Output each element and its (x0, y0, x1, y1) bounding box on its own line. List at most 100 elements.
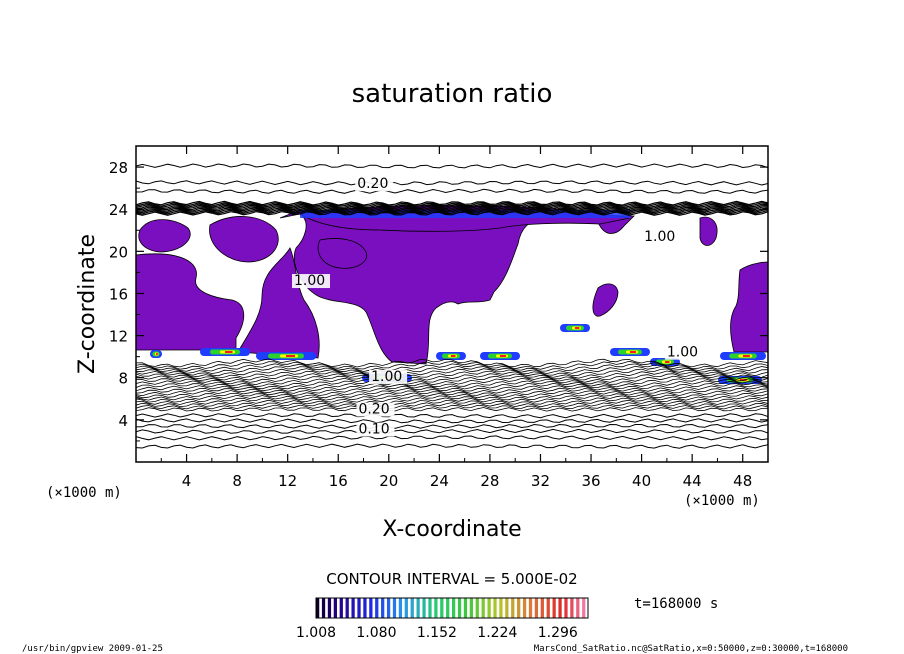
colorbar-swatch (416, 598, 420, 618)
contour-label-bg (356, 402, 395, 417)
contour-line (136, 205, 768, 211)
colorbar-swatch (534, 598, 539, 618)
contour-line (136, 188, 768, 194)
high-saturation-core (630, 351, 636, 353)
contour-line (136, 385, 768, 392)
x-tick-label: 12 (278, 472, 297, 490)
contour-label-bg (292, 274, 330, 289)
time-label: t=168000 s (634, 596, 718, 612)
colorbar-swatch (487, 598, 491, 618)
cloud-region (730, 261, 768, 353)
colorbar-swatch (339, 598, 343, 618)
colorbar-swatch (552, 598, 556, 618)
colorbar-label: 1.008 (296, 625, 336, 641)
contour-line (136, 435, 768, 441)
contour-label: 1.00 (371, 369, 402, 385)
y-axis-label: Z-coordinate (75, 234, 100, 374)
contour-label: 1.00 (644, 229, 675, 245)
contour-line (136, 397, 768, 403)
colorbar-label: 1.296 (538, 625, 578, 641)
colorbar-label: 1.080 (356, 625, 396, 641)
contour-line (136, 377, 768, 386)
contour-label-bg (664, 345, 703, 360)
colorbar-swatch (404, 598, 408, 618)
colorbar (316, 598, 586, 618)
contour-line (136, 204, 768, 210)
contour-label: 1.00 (667, 345, 698, 361)
colorbar-swatch (422, 598, 426, 618)
x-tick-label: 36 (581, 472, 600, 490)
colorbar-swatch (434, 598, 438, 618)
contour-line (136, 365, 768, 375)
contour-line (136, 399, 768, 405)
contour-line (136, 370, 768, 379)
x-axis-label: X-coordinate (382, 517, 521, 542)
contour-line (136, 363, 768, 372)
colorbar-swatch (457, 598, 462, 618)
colorbar-swatch (381, 598, 385, 618)
contour-line (136, 413, 768, 419)
colorbar-swatch (327, 598, 332, 618)
colorbar-swatch (469, 598, 473, 618)
contour-label-bg (355, 177, 394, 192)
y-tick-label: 24 (109, 201, 128, 219)
colorbar-swatch (369, 598, 373, 618)
colorbar-swatch (540, 598, 544, 618)
contour-line (136, 209, 768, 215)
x-tick-label: 48 (733, 472, 752, 490)
high-saturation-core (500, 355, 506, 357)
colorbar-swatch (316, 598, 320, 618)
high-saturation-core (286, 355, 295, 357)
contour-line (136, 382, 768, 390)
colorbar-swatch (386, 598, 391, 618)
contour-line (136, 208, 768, 214)
contour-line (136, 210, 768, 216)
y-tick-label: 20 (109, 243, 128, 261)
x-tick-label: 4 (182, 472, 192, 490)
contour-lines (136, 163, 768, 449)
contour-label-bg (369, 369, 408, 384)
footer-right: MarsCond_SatRatio.nc@SatRatio,x=0:50000,… (534, 644, 848, 654)
cloud-region (138, 219, 191, 253)
cloud-region (136, 253, 245, 351)
colorbar-swatch (321, 598, 326, 618)
colorbar-swatch (363, 598, 367, 618)
contour-line (136, 443, 768, 449)
contour-label: 0.10 (358, 422, 389, 438)
colorbar-swatch (475, 598, 479, 618)
contour-line (136, 200, 768, 206)
colorbar-swatch (570, 598, 574, 618)
contour-line (136, 358, 768, 368)
colorbar-swatch (546, 598, 550, 618)
contour-line (136, 360, 768, 370)
colorbar-swatch (428, 598, 432, 618)
colorbar-swatch (499, 598, 503, 618)
colorbar-swatch (351, 598, 355, 618)
cloud-region (699, 216, 718, 246)
contour-line (136, 428, 768, 434)
contour-line (136, 392, 768, 399)
cloud-region (209, 216, 279, 263)
colorbar-frame (315, 597, 589, 619)
colorbar-swatch (333, 598, 337, 618)
x-axis-unit: (×1000 m) (684, 493, 760, 509)
y-tick-label: 8 (118, 370, 128, 388)
contour-line (136, 375, 768, 383)
colorbar-swatch (558, 598, 562, 618)
contour-line (136, 402, 768, 408)
x-tick-label: 40 (632, 472, 651, 490)
colorbar-swatch (357, 598, 361, 618)
contour-line (136, 203, 768, 209)
x-tick-label: 28 (480, 472, 499, 490)
chart-title: saturation ratio (352, 79, 553, 109)
contour-label: 0.20 (357, 176, 388, 192)
contour-label: 0.20 (358, 402, 389, 418)
colorbar-swatch (493, 598, 497, 618)
contour-line (136, 407, 768, 412)
colorbar-swatch (463, 598, 468, 618)
y-tick-label: 4 (118, 412, 128, 430)
x-tick-label: 8 (232, 472, 242, 490)
colorbar-swatch (576, 598, 580, 618)
colorbar-swatch (410, 598, 414, 618)
